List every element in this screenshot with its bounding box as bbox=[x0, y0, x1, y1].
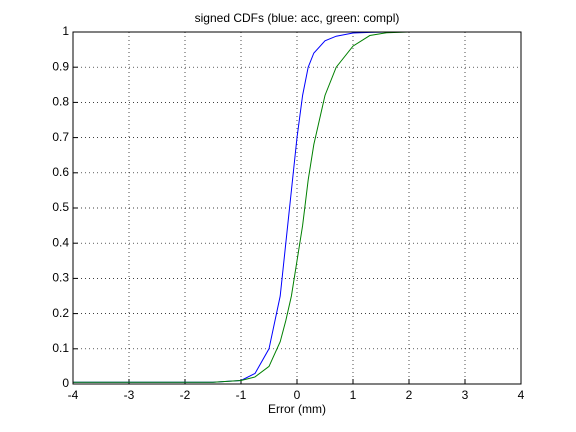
x-tick-label: 3 bbox=[462, 388, 469, 402]
x-tick-label: 4 bbox=[518, 388, 525, 402]
y-tick-label: 1 bbox=[62, 24, 69, 38]
y-tick-label: 0.9 bbox=[52, 59, 69, 73]
x-tick-label: -3 bbox=[124, 388, 135, 402]
x-tick-label: 1 bbox=[350, 388, 357, 402]
series-line bbox=[73, 31, 521, 383]
y-tick-label: 0.2 bbox=[52, 306, 69, 320]
axes-box bbox=[72, 31, 522, 385]
y-tick-label: 0.3 bbox=[52, 271, 69, 285]
x-tick-label: -1 bbox=[236, 388, 247, 402]
y-tick-label: 0.1 bbox=[52, 341, 69, 355]
x-tick-label: -4 bbox=[68, 388, 79, 402]
y-tick-label: 0 bbox=[62, 376, 69, 390]
y-tick-label: 0.5 bbox=[52, 200, 69, 214]
x-tick-label: 0 bbox=[294, 388, 301, 402]
y-tick-label: 0.4 bbox=[52, 235, 69, 249]
y-tick-label: 0.6 bbox=[52, 165, 69, 179]
x-tick-label: -2 bbox=[180, 388, 191, 402]
y-tick-label: 0.8 bbox=[52, 95, 69, 109]
chart-title: signed CDFs (blue: acc, green: compl) bbox=[195, 11, 400, 25]
x-tick-label: 2 bbox=[406, 388, 413, 402]
x-axis-label: Error (mm) bbox=[268, 402, 326, 416]
y-tick-label: 0.7 bbox=[52, 130, 69, 144]
